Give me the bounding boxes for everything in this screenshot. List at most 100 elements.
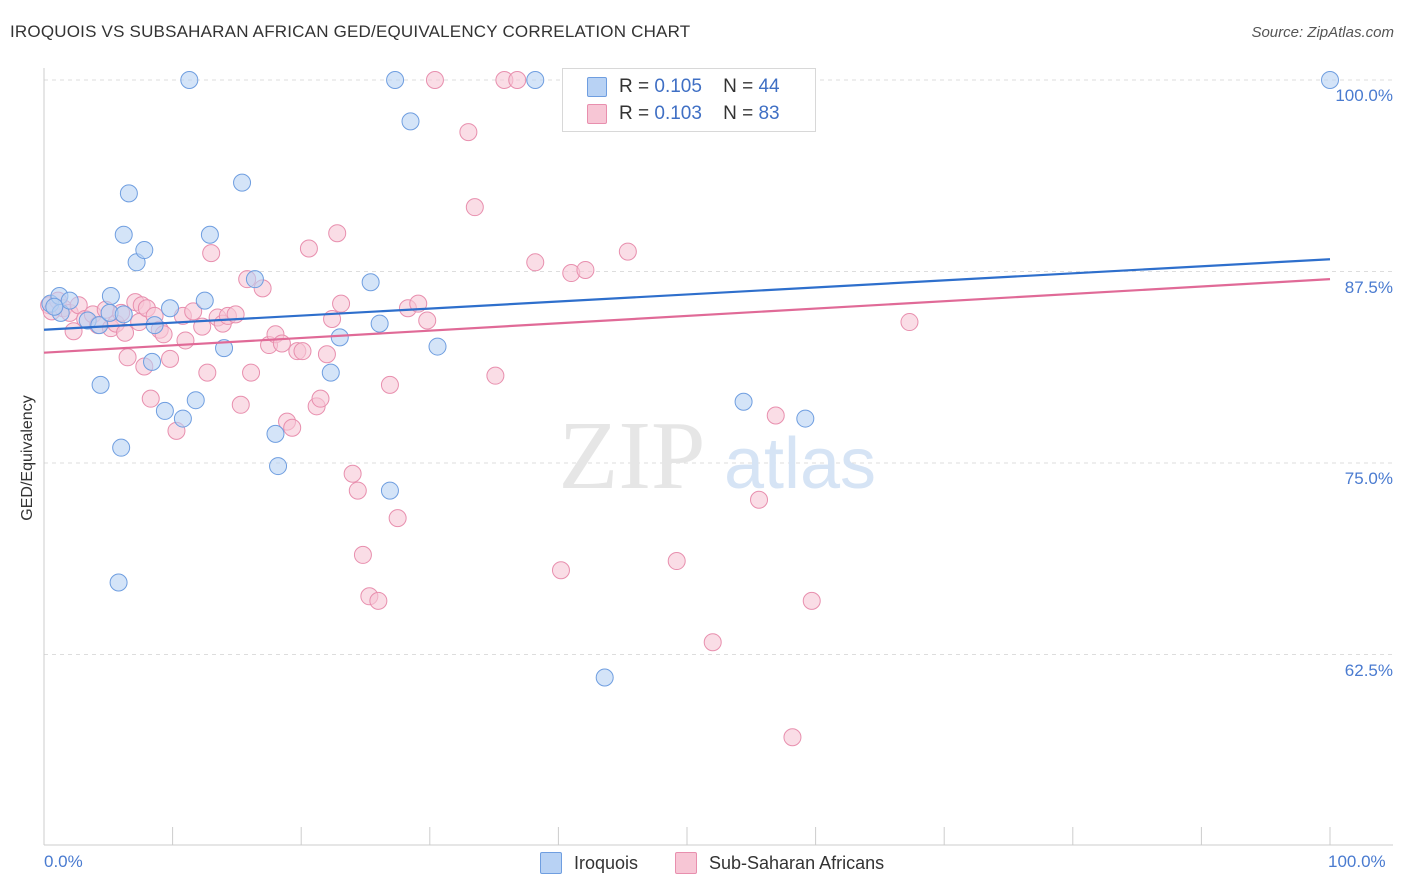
point-subsaharan (667, 552, 686, 571)
trend-lines (43, 258, 1331, 354)
legend-swatch-subsaharan (587, 104, 607, 124)
legend-row-iroquois: R = 0.105 N = 44 (587, 75, 780, 99)
point-subsaharan (231, 395, 250, 414)
point-iroquois (101, 287, 120, 306)
legend-r-label: R = (619, 76, 650, 97)
point-subsaharan (176, 331, 195, 350)
legend-box: R = 0.105 N = 44 R = 0.103 N = 83 (562, 68, 816, 132)
point-iroquois (145, 316, 164, 335)
legend-swatch-iroquois (587, 77, 607, 97)
point-subsaharan (272, 334, 291, 353)
point-iroquois (269, 457, 288, 476)
point-iroquois (1321, 71, 1339, 89)
point-subsaharan (328, 224, 347, 243)
point-iroquois (526, 71, 545, 89)
point-subsaharan (783, 728, 802, 747)
point-subsaharan (418, 311, 437, 330)
point-subsaharan (311, 389, 330, 408)
point-subsaharan (202, 244, 221, 263)
point-iroquois (114, 305, 133, 324)
point-subsaharan (369, 591, 388, 610)
point-subsaharan (459, 123, 478, 142)
point-subsaharan (141, 389, 160, 408)
x-tick-label-min: 0.0% (44, 852, 83, 871)
point-iroquois (266, 424, 285, 443)
legend-r-value: 0.103 (654, 103, 702, 124)
trend-line-subsaharan (43, 278, 1331, 354)
series-iroquois-points (41, 71, 1339, 687)
point-iroquois (109, 573, 128, 592)
point-iroquois (200, 225, 219, 244)
point-subsaharan (380, 375, 399, 394)
point-iroquois (114, 225, 133, 244)
point-subsaharan (343, 464, 362, 483)
point-iroquois (143, 352, 162, 371)
point-subsaharan (465, 198, 484, 217)
chart-title: IROQUOIS VS SUBSAHARAN AFRICAN GED/EQUIV… (10, 22, 691, 41)
bottom-legend-iroquois[interactable]: Iroquois (540, 852, 638, 874)
source-label: Source: ZipAtlas.com (1251, 24, 1394, 41)
point-iroquois (186, 391, 205, 410)
bottom-legend: Iroquois Sub-Saharan Africans (0, 852, 1406, 876)
point-subsaharan (299, 239, 318, 258)
bottom-legend-swatch-subsaharan (675, 852, 697, 874)
x-tick-label-max: 100.0% (1328, 852, 1386, 871)
point-subsaharan (703, 633, 722, 652)
point-iroquois (233, 173, 252, 192)
legend-r-value: 0.105 (654, 76, 702, 97)
point-subsaharan (317, 345, 336, 364)
y-tick-label: 75.0% (1344, 469, 1393, 488)
point-subsaharan (348, 481, 367, 500)
y-axis-label: GED/Equivalency (19, 395, 36, 521)
point-subsaharan (198, 363, 217, 382)
point-subsaharan (161, 349, 180, 368)
point-iroquois (245, 270, 264, 289)
point-subsaharan (116, 323, 135, 342)
y-tick-label: 62.5% (1344, 660, 1393, 680)
point-subsaharan (750, 490, 769, 509)
point-iroquois (330, 328, 349, 347)
legend-row-subsaharan: R = 0.103 N = 83 (587, 102, 780, 126)
point-iroquois (370, 314, 389, 333)
watermark: ZIP atlas (559, 402, 877, 510)
point-subsaharan (526, 253, 545, 272)
point-iroquois (428, 337, 447, 356)
point-subsaharan (184, 302, 203, 321)
point-iroquois (119, 184, 138, 203)
legend-n-label: N = (723, 76, 754, 97)
bottom-legend-swatch-iroquois (540, 852, 562, 874)
y-tick-label: 87.5% (1344, 277, 1393, 297)
point-iroquois (173, 409, 192, 428)
watermark-zip: ZIP (559, 402, 706, 510)
point-subsaharan (193, 317, 212, 336)
point-iroquois (180, 71, 199, 89)
trend-line-iroquois (43, 258, 1331, 331)
point-iroquois (361, 273, 380, 292)
point-subsaharan (293, 342, 312, 361)
y-tick-label: 100.0% (1335, 86, 1393, 105)
legend-n-label: N = (723, 103, 754, 124)
legend-r-label: R = (619, 103, 650, 124)
bottom-legend-subsaharan[interactable]: Sub-Saharan Africans (675, 852, 884, 874)
point-subsaharan (576, 260, 595, 279)
point-iroquois (215, 339, 234, 358)
legend-n-value: 83 (758, 103, 780, 124)
point-subsaharan (388, 509, 407, 528)
bottom-legend-label-subsaharan: Sub-Saharan Africans (709, 852, 885, 873)
point-subsaharan (618, 242, 637, 261)
point-iroquois (380, 481, 399, 500)
point-subsaharan (353, 545, 372, 564)
point-iroquois (595, 668, 614, 687)
legend-n-value: 44 (758, 76, 780, 97)
point-subsaharan (900, 313, 919, 332)
point-subsaharan (486, 366, 505, 385)
point-subsaharan (802, 591, 821, 610)
point-iroquois (401, 112, 420, 131)
point-subsaharan (551, 561, 570, 580)
point-iroquois (45, 297, 64, 316)
bottom-legend-label-iroquois: Iroquois (574, 852, 639, 873)
point-iroquois (734, 392, 753, 411)
point-subsaharan (425, 71, 444, 89)
point-iroquois (321, 363, 340, 382)
